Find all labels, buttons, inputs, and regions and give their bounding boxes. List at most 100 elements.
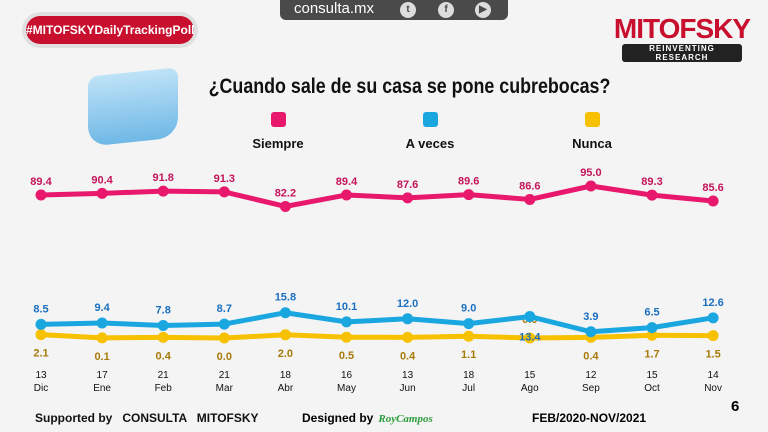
data-label: 95.0 <box>580 167 601 179</box>
data-point <box>35 329 47 341</box>
legend-swatch-a-veces <box>423 112 438 127</box>
youtube-icon[interactable]: ▶ <box>475 2 491 18</box>
logo-name: MITOFSKY <box>613 13 751 44</box>
series-line-nunca <box>40 332 714 341</box>
series-line-siempre <box>40 183 714 209</box>
x-tick-day: 14 <box>708 370 720 381</box>
data-point <box>279 200 291 212</box>
page-number: 6 <box>731 398 740 415</box>
data-point <box>402 313 414 325</box>
data-label: 91.8 <box>152 172 173 184</box>
data-label: 0.4 <box>156 350 172 362</box>
legend-swatch-siempre <box>271 112 286 127</box>
data-point <box>279 329 291 341</box>
data-point <box>524 332 536 344</box>
data-label: 91.3 <box>214 173 235 185</box>
x-tick-day: 17 <box>97 370 109 381</box>
data-label: 0.4 <box>400 350 416 362</box>
x-tick-month: Jul <box>462 383 475 394</box>
twitter-icon[interactable]: t <box>400 2 416 18</box>
x-tick-month: Oct <box>644 383 660 394</box>
data-label: 1.7 <box>644 348 659 360</box>
data-point <box>646 189 658 201</box>
data-label: 87.6 <box>397 179 418 191</box>
data-label: 85.6 <box>702 182 723 194</box>
legend-label-a-veces: A veces <box>405 136 455 151</box>
data-point <box>96 187 108 199</box>
data-label: 89.6 <box>458 176 479 188</box>
data-label: 2.0 <box>278 348 293 360</box>
x-tick-month: Dic <box>34 383 48 394</box>
x-tick-month: Mar <box>216 383 234 394</box>
data-label: 82.2 <box>275 187 296 199</box>
x-tick-day: 18 <box>280 370 292 381</box>
data-label: 12.0 <box>397 298 418 310</box>
x-tick-month: Abr <box>278 383 294 394</box>
data-point <box>524 311 536 323</box>
data-point <box>585 326 597 338</box>
data-label: 0.1 <box>94 351 109 363</box>
series-line-a-veces <box>40 310 714 335</box>
data-point <box>524 193 536 205</box>
x-tick-day: 18 <box>463 370 475 381</box>
data-point <box>218 186 230 198</box>
data-point <box>35 189 47 201</box>
x-tick-day: 15 <box>646 370 658 381</box>
data-point <box>463 318 475 330</box>
x-tick-month: Nov <box>704 383 722 394</box>
x-tick-month: Jun <box>400 383 416 394</box>
chart-title: ¿Cuando sale de su casa se pone cubreboc… <box>208 75 611 98</box>
data-label: 9.4 <box>94 302 110 314</box>
data-label: 90.4 <box>91 174 113 186</box>
data-label: 6.5 <box>644 307 659 319</box>
period: FEB/2020-NOV/2021 <box>532 411 647 425</box>
x-tick-day: 21 <box>219 370 231 381</box>
data-label: 86.6 <box>519 180 540 192</box>
data-point <box>646 329 658 341</box>
data-point <box>402 192 414 204</box>
data-label: 0.5 <box>339 350 354 362</box>
data-label: 1.5 <box>705 349 720 361</box>
designed-by: Designed by RoyCampos <box>302 411 433 425</box>
designer-name: RoyCampos <box>378 413 433 425</box>
data-point <box>707 312 719 324</box>
data-point <box>341 316 352 328</box>
x-tick-day: 12 <box>585 370 597 381</box>
data-point <box>96 332 108 344</box>
data-point <box>218 318 230 330</box>
data-label: 3.9 <box>583 311 598 323</box>
data-label: 7.8 <box>156 305 171 317</box>
hashtag-badge: #MITOFSKYDailyTrackingPoll <box>26 16 195 44</box>
data-label: 0.4 <box>583 350 599 362</box>
x-tick-month: Ago <box>521 383 539 394</box>
data-point <box>279 307 291 319</box>
data-point <box>157 320 169 332</box>
data-point <box>402 331 414 343</box>
supported-by: Supported by CONSULTA MITOFSKY <box>35 411 259 425</box>
data-point <box>463 189 475 201</box>
logo-tagline: REINVENTING RESEARCH <box>622 44 742 62</box>
data-label: 15.8 <box>275 292 296 304</box>
data-point <box>707 195 719 207</box>
data-label: 0.0 <box>217 351 232 363</box>
legend-swatch-nunca <box>585 112 600 127</box>
data-label: 1.1 <box>461 349 476 361</box>
data-point <box>585 180 597 192</box>
x-tick-day: 13 <box>35 370 47 381</box>
site-link[interactable]: consulta.mx <box>294 0 375 17</box>
data-label: 89.3 <box>641 176 662 188</box>
x-tick-month: Ene <box>93 383 111 394</box>
facebook-icon[interactable]: f <box>438 2 454 18</box>
data-label: 13.4 <box>519 332 541 344</box>
x-tick-day: 13 <box>402 370 414 381</box>
mitofsky-logo: MITOFSKY REINVENTING RESEARCH <box>612 14 752 62</box>
x-tick-month: Sep <box>582 383 600 394</box>
legend-label-siempre: Siempre <box>252 136 304 151</box>
data-label: 12.6 <box>702 297 723 309</box>
data-label: 89.4 <box>30 176 52 188</box>
x-tick-day: 15 <box>524 370 536 381</box>
data-point <box>341 331 352 343</box>
data-label: 8.5 <box>33 303 48 315</box>
data-label: 9.0 <box>461 303 476 315</box>
